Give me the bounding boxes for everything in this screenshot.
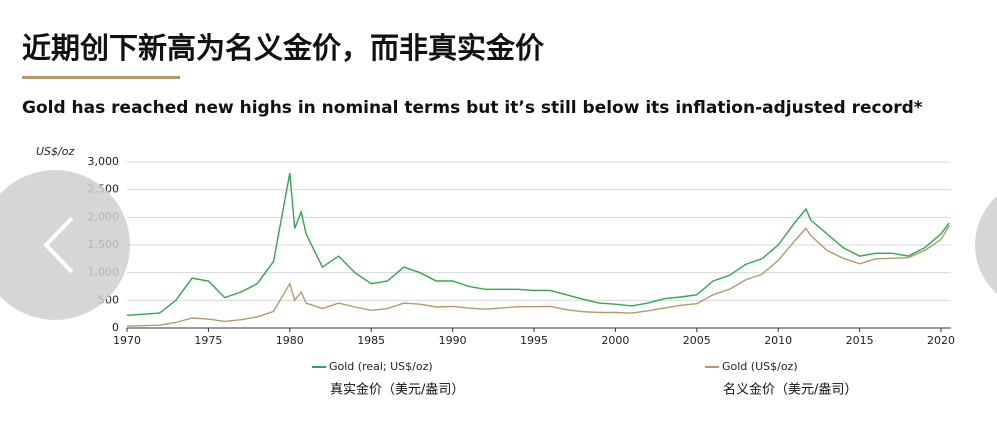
x-tick-label: 1985 — [357, 334, 385, 347]
prev-arrow-icon — [43, 216, 74, 274]
x-tick-label: 2015 — [846, 334, 874, 347]
series-line — [126, 225, 950, 327]
legend-caption: 真实金价（美元/盎司） — [330, 382, 464, 398]
x-tick-label: 2005 — [683, 334, 711, 347]
legend-label: Gold (real; US$/oz) — [329, 360, 433, 373]
x-tick-label: 2020 — [927, 334, 955, 347]
plot: 05001,0001,5002,0002,5003,00019701975198… — [88, 155, 956, 398]
series-line — [126, 172, 950, 316]
y-tick-label: 3,000 — [88, 155, 120, 168]
legend-caption: 名义金价（美元/盎司） — [723, 382, 857, 398]
legend-label: Gold (US$/oz) — [722, 360, 798, 373]
y-axis-label: US$/oz — [36, 145, 74, 158]
x-tick-label: 1980 — [276, 334, 304, 347]
chart-subtitle: Gold has reached new highs in nominal te… — [22, 98, 923, 118]
x-tick-label: 1990 — [439, 334, 467, 347]
x-tick-label: 2010 — [764, 334, 792, 347]
title-underline — [22, 76, 180, 79]
x-tick-label: 2000 — [601, 334, 629, 347]
x-tick-label: 1970 — [113, 334, 141, 347]
carousel-prev[interactable] — [0, 170, 130, 320]
y-tick-label: 0 — [112, 321, 119, 334]
page-title: 近期创下新高为名义金价，而非真实金价 — [22, 31, 545, 65]
x-tick-label: 1995 — [520, 334, 548, 347]
x-tick-label: 1975 — [194, 334, 222, 347]
carousel-next[interactable] — [975, 180, 997, 310]
